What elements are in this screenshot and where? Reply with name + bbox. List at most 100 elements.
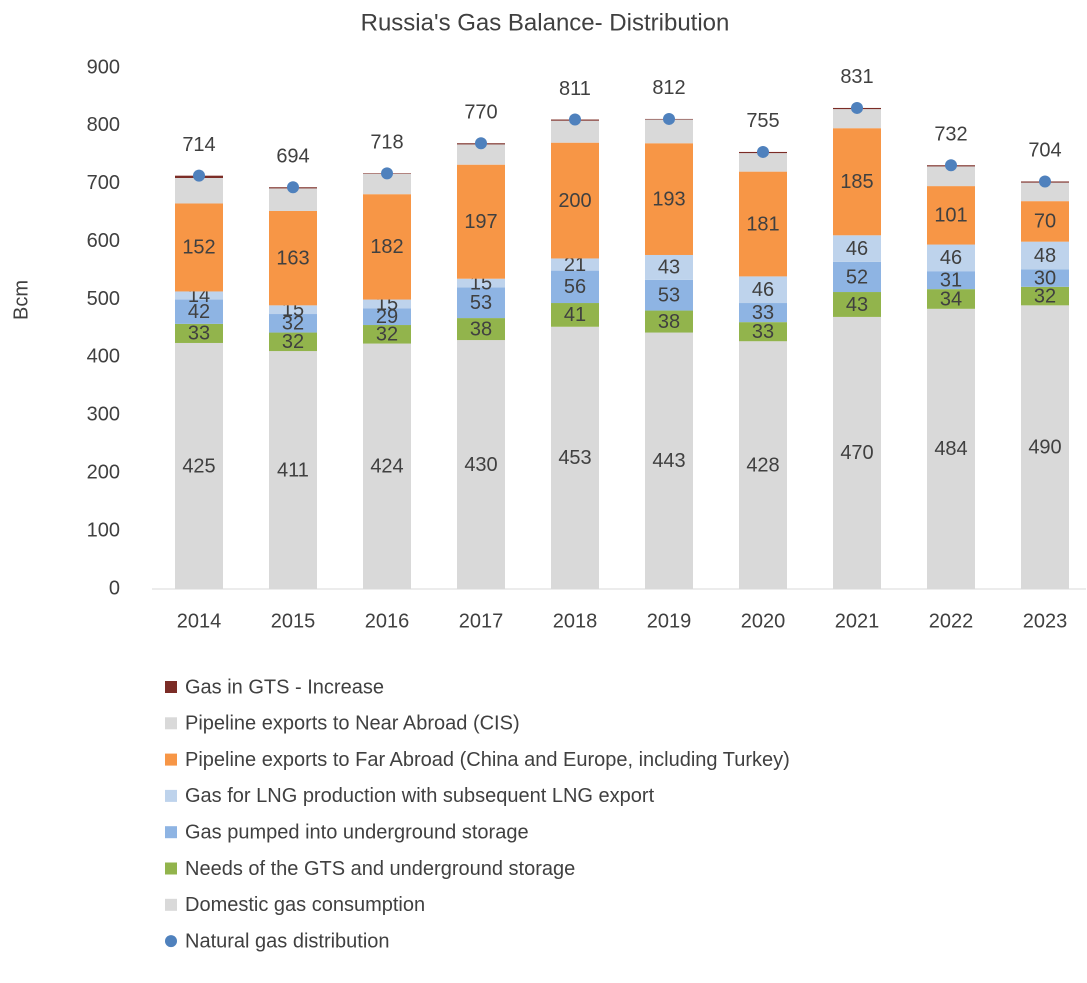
data-label: 70 <box>1034 211 1056 233</box>
data-label: 43 <box>658 257 680 279</box>
bar-segment <box>739 171 787 277</box>
data-label: 32 <box>282 331 304 353</box>
bar-segment <box>363 194 411 300</box>
data-label: 32 <box>1034 285 1056 307</box>
bar-segment <box>927 244 975 272</box>
legend-label: Domestic gas consumption <box>185 894 425 916</box>
bar-segment <box>363 343 411 589</box>
bar-segment <box>551 258 599 271</box>
bar-segment <box>833 128 881 236</box>
data-label: 193 <box>652 188 685 210</box>
legend-swatch <box>165 789 177 802</box>
bar-segment <box>927 166 975 187</box>
x-tick-label: 2020 <box>741 610 786 632</box>
y-tick-label: 100 <box>87 519 120 541</box>
data-label: 32 <box>376 324 398 346</box>
data-label: 411 <box>277 459 309 481</box>
bar-segment <box>1021 269 1069 287</box>
x-tick-label: 2017 <box>459 610 504 632</box>
point <box>851 101 863 114</box>
bar-segment <box>739 153 787 172</box>
bar-segment <box>645 332 693 589</box>
data-label: 182 <box>370 236 403 258</box>
x-tick-label: 2015 <box>271 610 316 632</box>
data-label: 56 <box>564 276 586 298</box>
y-tick-label: 0 <box>109 577 120 599</box>
data-label: 831 <box>840 66 873 88</box>
data-label: 424 <box>370 456 403 478</box>
data-label: 41 <box>564 304 586 326</box>
data-label: 430 <box>464 454 497 476</box>
data-label: 163 <box>276 247 309 269</box>
chart-title: Russia's Gas Balance- Distribution <box>361 9 730 36</box>
data-label: 52 <box>846 266 868 288</box>
data-label: 34 <box>940 288 962 310</box>
x-tick-label: 2022 <box>929 610 974 632</box>
y-tick-label: 900 <box>87 56 120 78</box>
bar-segment <box>457 278 505 288</box>
data-label: 101 <box>934 205 967 227</box>
bar-segment <box>739 303 787 323</box>
data-label: 33 <box>188 323 210 345</box>
bar-segment <box>833 316 881 589</box>
point <box>757 145 769 158</box>
legend-label: Gas pumped into underground storage <box>185 821 529 843</box>
data-label: 53 <box>470 292 492 314</box>
bar-segment <box>175 299 223 324</box>
data-label: 152 <box>182 237 215 259</box>
bar-segment <box>927 271 975 290</box>
bar-segment <box>1021 286 1069 306</box>
data-label: 48 <box>1034 245 1056 267</box>
bar-segment <box>833 292 881 317</box>
data-label: 42 <box>188 301 210 323</box>
bar-segment <box>1021 201 1069 242</box>
data-label: 185 <box>840 171 873 193</box>
bar-segment <box>927 186 975 245</box>
data-label: 811 <box>559 78 591 100</box>
bar-segment <box>175 323 223 343</box>
point <box>663 112 675 125</box>
point <box>945 159 957 172</box>
bar-segment <box>457 340 505 589</box>
legend-label: Pipeline exports to Near Abroad (CIS) <box>185 713 520 735</box>
y-tick-label: 600 <box>87 230 120 252</box>
legend-marker <box>165 935 177 948</box>
data-label: 33 <box>752 321 774 343</box>
x-tick-label: 2019 <box>647 610 692 632</box>
bar-segment <box>645 279 693 311</box>
point <box>381 167 393 180</box>
bar-segment <box>645 310 693 333</box>
bar-segment <box>1021 241 1069 270</box>
bar-segment <box>1021 182 1069 202</box>
data-label: 32 <box>282 313 304 335</box>
bar-segment <box>363 299 411 309</box>
data-label: 704 <box>1028 140 1061 162</box>
data-label: 718 <box>370 132 403 154</box>
legend-swatch <box>165 826 177 839</box>
bar-segment <box>1021 305 1069 589</box>
data-label: 490 <box>1028 436 1061 458</box>
legend-swatch <box>165 753 177 766</box>
bar-segment <box>551 270 599 304</box>
data-label: 732 <box>934 124 967 146</box>
point <box>193 169 205 182</box>
data-label: 812 <box>652 77 685 99</box>
data-label: 46 <box>752 279 774 301</box>
data-label: 714 <box>182 134 215 156</box>
data-label: 443 <box>652 450 685 472</box>
data-label: 181 <box>746 213 779 235</box>
point <box>287 181 299 194</box>
bar-segment <box>175 203 223 292</box>
data-label: 484 <box>934 438 967 460</box>
data-label: 53 <box>658 284 680 306</box>
y-tick-label: 300 <box>87 404 120 426</box>
y-tick-label: 400 <box>87 346 120 368</box>
data-label: 31 <box>940 269 962 291</box>
legend-label: Needs of the GTS and underground storage <box>185 858 575 880</box>
data-label: 43 <box>846 294 868 316</box>
data-label: 200 <box>558 190 591 212</box>
point <box>1039 175 1051 188</box>
data-label: 21 <box>564 254 586 276</box>
